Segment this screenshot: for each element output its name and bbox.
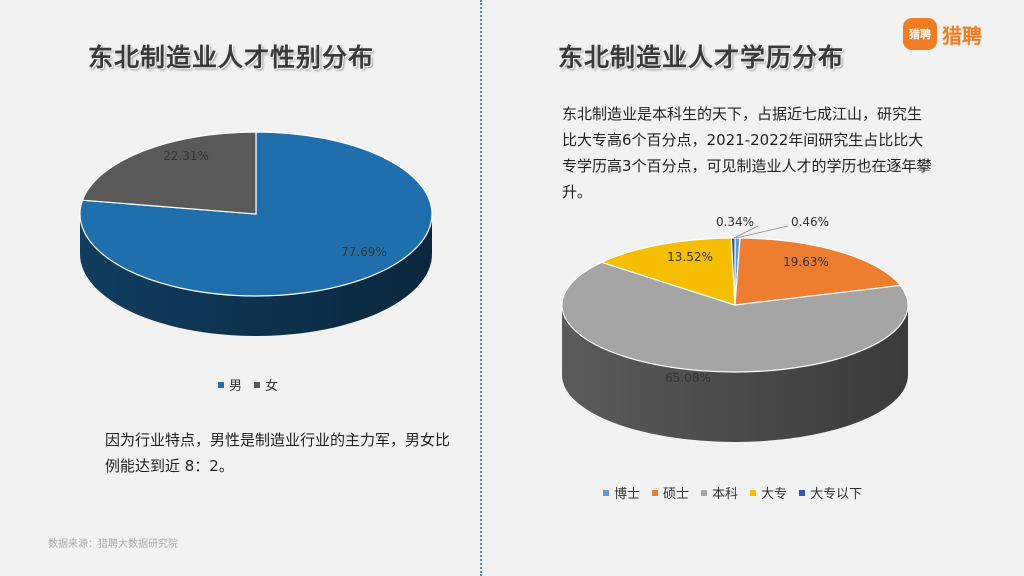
leader-line-博士 — [735, 225, 789, 239]
data-source-note: 数据来源：猎聘大数据研究院 — [48, 539, 178, 550]
slice-label-女: 22.31% — [163, 149, 209, 163]
gender-legend: 男女 — [218, 375, 290, 394]
pie-side-本科 — [562, 305, 908, 442]
logo-badge: 猎聘 — [903, 18, 937, 50]
leader-line-大专以下 — [733, 225, 759, 239]
legend-swatch — [750, 489, 757, 496]
legend-swatch — [218, 381, 224, 388]
slice-label-博士: 0.46% — [791, 215, 829, 229]
slice-label-大专以下: 0.34% — [716, 215, 754, 229]
slice-label-大专: 13.52% — [667, 250, 713, 264]
legend-label: 男 — [229, 379, 243, 394]
legend-item-大专以下: 大专以下 — [799, 483, 862, 502]
education-chart-title: 东北制造业人才学历分布 — [558, 43, 845, 72]
legend-item-女: 女 — [254, 375, 278, 394]
legend-item-硕士: 硕士 — [652, 483, 689, 502]
legend-label: 大专 — [761, 487, 788, 502]
pie-side-男 — [80, 214, 432, 336]
slice-label-男: 77.69% — [341, 245, 387, 259]
slice-label-硕士: 19.63% — [783, 255, 829, 269]
pie-slice-硕士 — [734, 237, 902, 306]
pie-chart-0: 77.69% 22.31% — [79, 131, 433, 336]
legend-swatch — [603, 489, 609, 496]
legend-label: 大专以下 — [810, 487, 863, 502]
legend-swatch — [652, 489, 659, 496]
legend-swatch — [799, 489, 806, 496]
pie-slice-本科 — [561, 261, 909, 373]
pie-slice-大专 — [600, 237, 736, 306]
center-divider — [480, 0, 482, 576]
legend-label: 本科 — [712, 487, 739, 502]
legend-label: 博士 — [614, 487, 641, 502]
legend-item-男: 男 — [218, 375, 242, 394]
gender-chart-title: 东北制造业人才性别分布 — [88, 43, 375, 72]
education-legend: 博士 硕士 本科 大专 大专以下 — [603, 483, 874, 502]
legend-label: 女 — [265, 379, 279, 394]
logo-text: 猎聘 — [942, 23, 982, 48]
pie-slice-女 — [81, 131, 257, 215]
gender-description: 因为行业特点，男性是制造业行业的主力军，男女比例能达到近 8：2。 — [105, 431, 451, 475]
legend-item-博士: 博士 — [603, 483, 640, 502]
education-description: 东北制造业是本科生的天下，占据近七成江山，研究生比大专高6个百分点，2021-2… — [562, 105, 932, 201]
liepin-logo: 猎聘 猎聘 — [903, 17, 982, 51]
pie-slice-大专以下 — [730, 237, 736, 306]
legend-label: 硕士 — [663, 487, 690, 502]
pie-chart-1: 0.46% 19.63% 65.08% 13.52% 0.34% — [561, 215, 909, 442]
legend-item-本科: 本科 — [701, 483, 738, 502]
legend-swatch — [254, 381, 261, 388]
legend-swatch — [701, 489, 708, 496]
slice-label-本科: 65.08% — [665, 371, 711, 385]
legend-item-大专: 大专 — [750, 483, 787, 502]
